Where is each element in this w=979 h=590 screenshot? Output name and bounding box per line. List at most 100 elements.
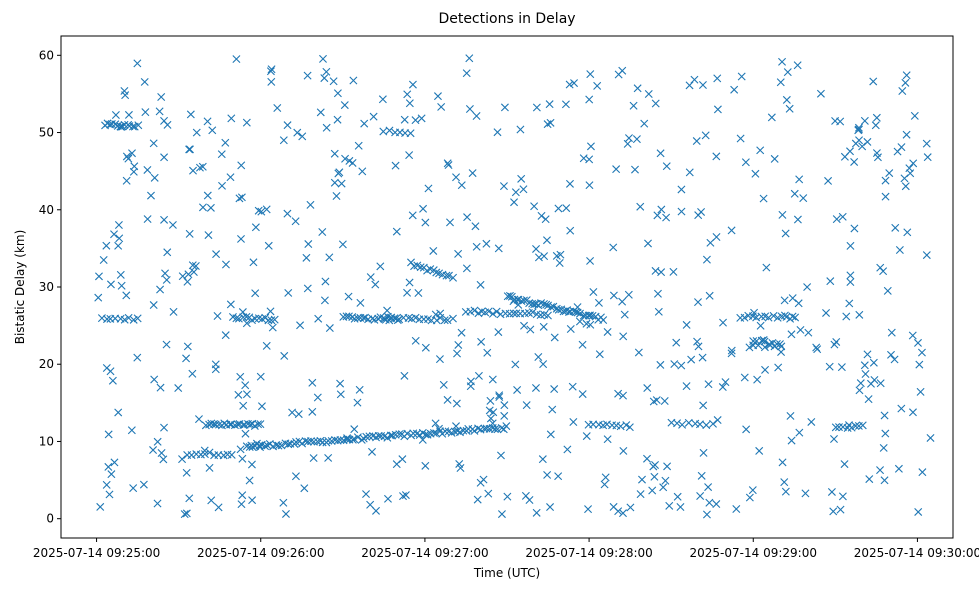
data-point — [632, 135, 641, 144]
data-point — [827, 487, 836, 496]
data-point — [325, 253, 334, 262]
data-point — [777, 348, 786, 357]
x-axis-label: Time (UTC) — [473, 566, 540, 580]
data-point — [110, 458, 119, 467]
data-point — [237, 234, 245, 243]
data-point — [254, 206, 263, 215]
data-point — [537, 211, 546, 220]
data-point — [676, 503, 685, 512]
data-point — [198, 162, 207, 171]
data-point — [860, 116, 869, 125]
data-point — [838, 212, 847, 221]
data-point — [468, 169, 477, 178]
data-point — [488, 419, 497, 428]
data-point — [651, 99, 660, 108]
data-point — [513, 385, 522, 394]
data-point — [861, 370, 870, 378]
data-point — [778, 458, 787, 467]
data-point — [465, 105, 474, 113]
data-point — [116, 270, 125, 279]
data-point — [383, 433, 392, 442]
data-point — [831, 423, 840, 432]
data-point — [392, 314, 401, 323]
data-point — [516, 125, 525, 134]
data-point — [858, 142, 867, 151]
data-point — [96, 502, 105, 511]
data-point — [576, 309, 585, 318]
data-point — [778, 57, 787, 66]
data-point — [462, 264, 471, 273]
data-point — [207, 496, 216, 505]
data-point — [876, 263, 885, 272]
data-point — [333, 89, 342, 98]
data-point — [488, 309, 497, 318]
data-point — [838, 492, 847, 501]
data-point — [124, 313, 133, 322]
data-point — [599, 316, 608, 325]
data-point — [353, 398, 362, 407]
data-point — [114, 408, 123, 417]
data-point — [705, 498, 714, 507]
data-point — [740, 373, 749, 382]
data-point — [454, 340, 463, 349]
data-point — [160, 423, 169, 432]
data-point — [107, 119, 116, 128]
data-point — [500, 401, 509, 410]
data-point — [816, 89, 825, 98]
data-points — [94, 54, 935, 519]
data-point — [325, 324, 334, 333]
data-point — [117, 281, 126, 290]
data-point — [129, 167, 138, 176]
data-point — [837, 363, 846, 372]
data-point — [153, 437, 162, 446]
data-point — [656, 149, 665, 158]
data-point — [760, 343, 769, 352]
data-point — [693, 337, 702, 346]
data-point — [539, 360, 548, 369]
data-point — [257, 402, 266, 411]
data-point — [133, 59, 142, 68]
data-point — [511, 360, 520, 369]
data-point — [254, 420, 263, 429]
data-point — [188, 369, 197, 378]
data-point — [876, 379, 885, 388]
data-point — [595, 350, 604, 359]
data-point — [922, 139, 931, 148]
data-point — [872, 113, 881, 122]
data-point — [391, 161, 400, 170]
data-point — [521, 491, 530, 500]
data-point — [334, 169, 343, 178]
data-point — [803, 283, 812, 292]
data-point — [406, 129, 415, 138]
data-point — [612, 165, 621, 174]
data-point — [644, 89, 653, 98]
data-point — [609, 243, 618, 252]
data-point — [203, 191, 212, 200]
y-tick-label: 40 — [39, 203, 54, 217]
data-point — [446, 218, 454, 227]
data-point — [860, 361, 869, 370]
data-point — [160, 215, 169, 224]
data-point — [661, 476, 670, 485]
data-point — [742, 425, 751, 434]
data-point — [730, 85, 739, 94]
data-point — [673, 492, 682, 501]
data-point — [698, 81, 707, 89]
data-point — [309, 454, 318, 463]
data-point — [185, 145, 194, 154]
x-tick-label: 2025-07-14 09:25:00 — [33, 546, 160, 560]
data-point — [510, 198, 519, 207]
data-point — [908, 408, 917, 417]
data-point — [547, 303, 556, 312]
data-point — [191, 262, 200, 270]
data-point — [654, 307, 663, 316]
data-point — [213, 312, 222, 320]
data-point — [496, 451, 505, 460]
data-point — [793, 61, 802, 70]
data-point — [500, 411, 509, 420]
data-point — [308, 407, 317, 416]
data-point — [279, 498, 288, 507]
data-point — [486, 414, 495, 423]
data-point — [713, 416, 722, 425]
data-point — [292, 437, 301, 446]
